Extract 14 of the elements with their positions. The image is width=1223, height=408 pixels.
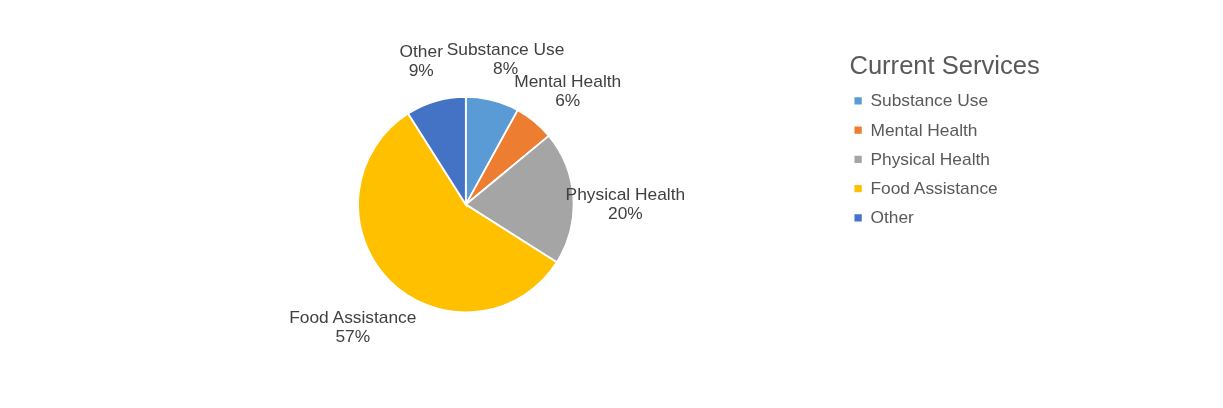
data-label: 20% [607,203,643,224]
legend-title: Current Services [849,50,1040,79]
legend-label: Food Assistance [870,178,998,199]
slice-label: Physical Health [565,184,686,205]
data-label: 6% [555,90,581,111]
legend-label: Other [870,207,915,228]
legend-label: Substance Use [870,90,989,111]
legend-label: Mental Health [870,119,978,140]
data-label: 9% [408,59,434,80]
slice-label: Substance Use [446,39,565,60]
legend-label: Physical Health [870,148,990,169]
data-label: 57% [335,326,371,347]
slice-label: Other [399,40,444,61]
slice-label: Food Assistance [289,307,417,328]
